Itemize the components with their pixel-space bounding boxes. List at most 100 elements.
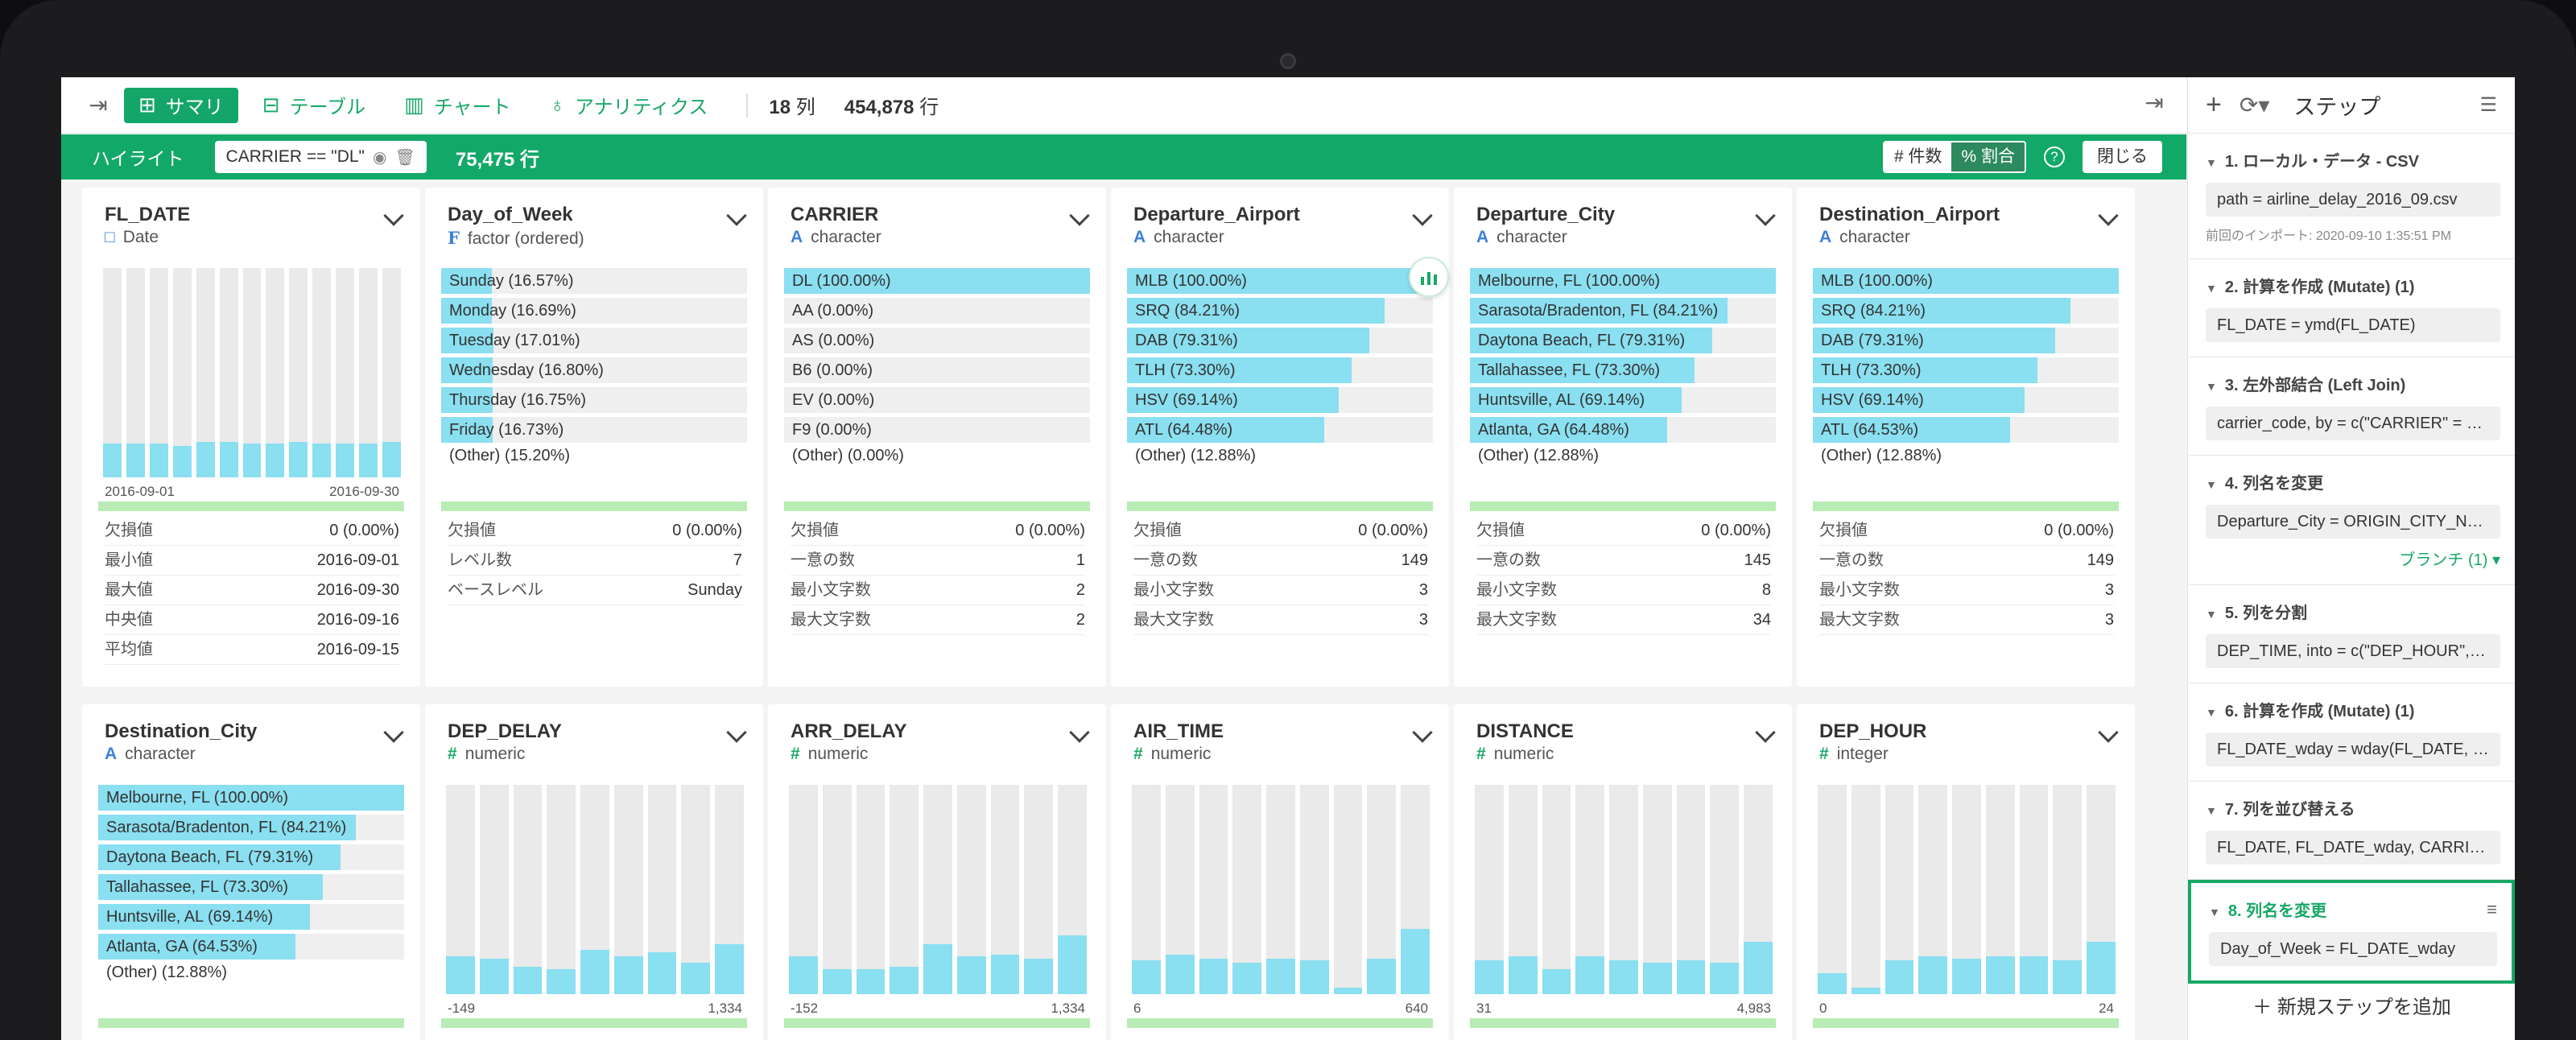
category-bar[interactable]: ATL (64.48%)	[1127, 417, 1433, 443]
histogram-bin[interactable]	[1475, 785, 1504, 994]
histogram-bin[interactable]	[890, 785, 919, 994]
histogram-bin[interactable]	[1058, 785, 1087, 994]
caret-down-icon[interactable]: ▼	[2206, 380, 2217, 393]
close-button[interactable]: 閉じる	[2083, 141, 2162, 173]
category-bar[interactable]: DL (100.00%)	[784, 268, 1090, 294]
step-item[interactable]: ▼ 6. 計算を作成 (Mutate) (1) FL_DATE_wday = wda…	[2188, 683, 2515, 782]
histogram-bin[interactable]	[1266, 785, 1295, 994]
category-bar[interactable]: Melbourne, FL (100.00%)	[98, 785, 404, 811]
category-bar[interactable]: EV (0.00%)	[784, 387, 1090, 413]
histogram-bin[interactable]	[1642, 785, 1672, 994]
category-bar[interactable]: Atlanta, GA (64.48%)	[1470, 417, 1776, 443]
step-item[interactable]: ▼ 2. 計算を作成 (Mutate) (1) FL_DATE = ymd(FL_D…	[2188, 259, 2515, 357]
category-bar[interactable]: HSV (69.14%)	[1127, 387, 1433, 413]
category-bar[interactable]: MLB (100.00%)	[1127, 268, 1433, 294]
histogram-bin[interactable]	[715, 785, 744, 994]
category-bar[interactable]: HSV (69.14%)	[1813, 387, 2119, 413]
add-step-icon[interactable]: +	[2206, 89, 2222, 120]
category-bar[interactable]: Daytona Beach, FL (79.31%)	[98, 844, 404, 870]
histogram-bin[interactable]	[479, 785, 509, 994]
chevron-down-icon[interactable]	[1069, 722, 1090, 743]
caret-down-icon[interactable]: ▼	[2206, 804, 2217, 817]
step-expression[interactable]: path = airline_delay_2016_09.csv	[2206, 183, 2500, 217]
expand-right-icon[interactable]: ⇥	[2145, 90, 2164, 115]
category-bar[interactable]: Huntsville, AL (69.14%)	[1470, 387, 1776, 413]
histogram-bin[interactable]	[1232, 785, 1262, 994]
chevron-down-icon[interactable]	[383, 722, 404, 743]
histogram-bin[interactable]	[149, 268, 168, 477]
ratio-button[interactable]: % 割合	[1951, 142, 2025, 171]
histogram-bin[interactable]	[219, 268, 238, 477]
category-bar[interactable]: B6 (0.00%)	[784, 357, 1090, 383]
category-bar[interactable]: SRQ (84.21%)	[1127, 298, 1433, 324]
chevron-down-icon[interactable]	[1755, 722, 1776, 743]
histogram-bin[interactable]	[2087, 785, 2116, 994]
step-expression[interactable]: carrier_code, by = c("CARRIER" = …	[2206, 407, 2500, 440]
histogram-bin[interactable]	[1333, 785, 1363, 994]
histogram-bin[interactable]	[1575, 785, 1605, 994]
histogram-bin[interactable]	[266, 268, 285, 477]
chevron-down-icon[interactable]	[1412, 205, 1433, 226]
tab-summary[interactable]: ⊞ サマリ	[124, 87, 238, 123]
step-item[interactable]: ▼ 3. 左外部結合 (Left Join) carrier_code, by = …	[2188, 357, 2515, 456]
histogram-bin[interactable]	[1676, 785, 1706, 994]
category-bar[interactable]: Tallahassee, FL (73.30%)	[1470, 357, 1776, 383]
eye-icon[interactable]: ◉	[373, 148, 387, 167]
histogram-bin[interactable]	[923, 785, 952, 994]
step-item[interactable]: ▼ 4. 列名を変更 Departure_City = ORIGIN_CITY_N……	[2188, 456, 2515, 585]
chart-icon[interactable]	[1409, 257, 1449, 297]
count-button[interactable]: # 件数	[1884, 142, 1952, 171]
highlight-filter-chip[interactable]: CARRIER == "DL" ◉ 🗑	[214, 141, 427, 173]
histogram-bin[interactable]	[647, 785, 677, 994]
histogram-bin[interactable]	[289, 268, 308, 477]
category-bar[interactable]: Sarasota/Bradenton, FL (84.21%)	[98, 815, 404, 840]
category-bar[interactable]: Friday (16.73%)	[441, 417, 747, 443]
caret-down-icon[interactable]: ▼	[2209, 906, 2220, 918]
chevron-down-icon[interactable]	[726, 722, 747, 743]
step-expression[interactable]: DEP_TIME, into = c("DEP_HOUR", …	[2206, 634, 2500, 668]
category-bar[interactable]: F9 (0.00%)	[784, 417, 1090, 443]
histogram-bin[interactable]	[1024, 785, 1054, 994]
category-bar[interactable]: Huntsville, AL (69.14%)	[98, 904, 404, 930]
category-bar[interactable]: Thursday (16.75%)	[441, 387, 747, 413]
step-item[interactable]: ▼ 1. ローカル・データ - CSV path = airline_delay_2…	[2188, 134, 2515, 259]
category-bar[interactable]: TLH (73.30%)	[1127, 357, 1433, 383]
histogram-bin[interactable]	[336, 268, 355, 477]
chevron-down-icon[interactable]	[2098, 722, 2119, 743]
tab-analytics[interactable]: ♁ アナリティクス	[549, 93, 708, 118]
histogram-bin[interactable]	[126, 268, 145, 477]
step-expression[interactable]: Departure_City = ORIGIN_CITY_N…	[2206, 505, 2500, 539]
histogram-bin[interactable]	[1710, 785, 1740, 994]
histogram-bin[interactable]	[547, 785, 576, 994]
caret-down-icon[interactable]: ▼	[2206, 156, 2217, 169]
histogram-bin[interactable]	[613, 785, 643, 994]
histogram-bin[interactable]	[580, 785, 609, 994]
histogram-bin[interactable]	[1918, 785, 1948, 994]
histogram-bin[interactable]	[242, 268, 262, 477]
category-bar[interactable]: MLB (100.00%)	[1813, 268, 2119, 294]
histogram-bin[interactable]	[1952, 785, 1981, 994]
histogram-bin[interactable]	[1401, 785, 1430, 994]
tab-chart[interactable]: ▥ チャート	[404, 93, 511, 118]
category-bar[interactable]: AA (0.00%)	[784, 298, 1090, 324]
menu-icon[interactable]: ≡	[2487, 899, 2497, 919]
histogram-bin[interactable]	[513, 785, 543, 994]
histogram-bin[interactable]	[359, 268, 378, 477]
category-bar[interactable]: SRQ (84.21%)	[1813, 298, 2119, 324]
branch-link[interactable]: ブランチ (1) ▾	[2399, 551, 2500, 569]
help-icon[interactable]: ?	[2044, 147, 2065, 167]
histogram-bin[interactable]	[990, 785, 1020, 994]
tab-table[interactable]: ⊟ テーブル	[262, 93, 366, 118]
histogram-bin[interactable]	[1851, 785, 1880, 994]
category-bar[interactable]: Atlanta, GA (64.53%)	[98, 934, 404, 960]
category-bar[interactable]: AS (0.00%)	[784, 328, 1090, 353]
collapse-left-icon[interactable]: ⇥	[89, 93, 108, 118]
histogram-bin[interactable]	[681, 785, 711, 994]
histogram-bin[interactable]	[1885, 785, 1914, 994]
histogram-bin[interactable]	[789, 785, 818, 994]
histogram-bin[interactable]	[1367, 785, 1397, 994]
step-item[interactable]: ▼ 8. 列名を変更 Day_of_Week = FL_DATE_wday ≡	[2188, 880, 2515, 984]
histogram-bin[interactable]	[1542, 785, 1571, 994]
histogram-bin[interactable]	[1744, 785, 1773, 994]
category-bar[interactable]: Tuesday (17.01%)	[441, 328, 747, 353]
